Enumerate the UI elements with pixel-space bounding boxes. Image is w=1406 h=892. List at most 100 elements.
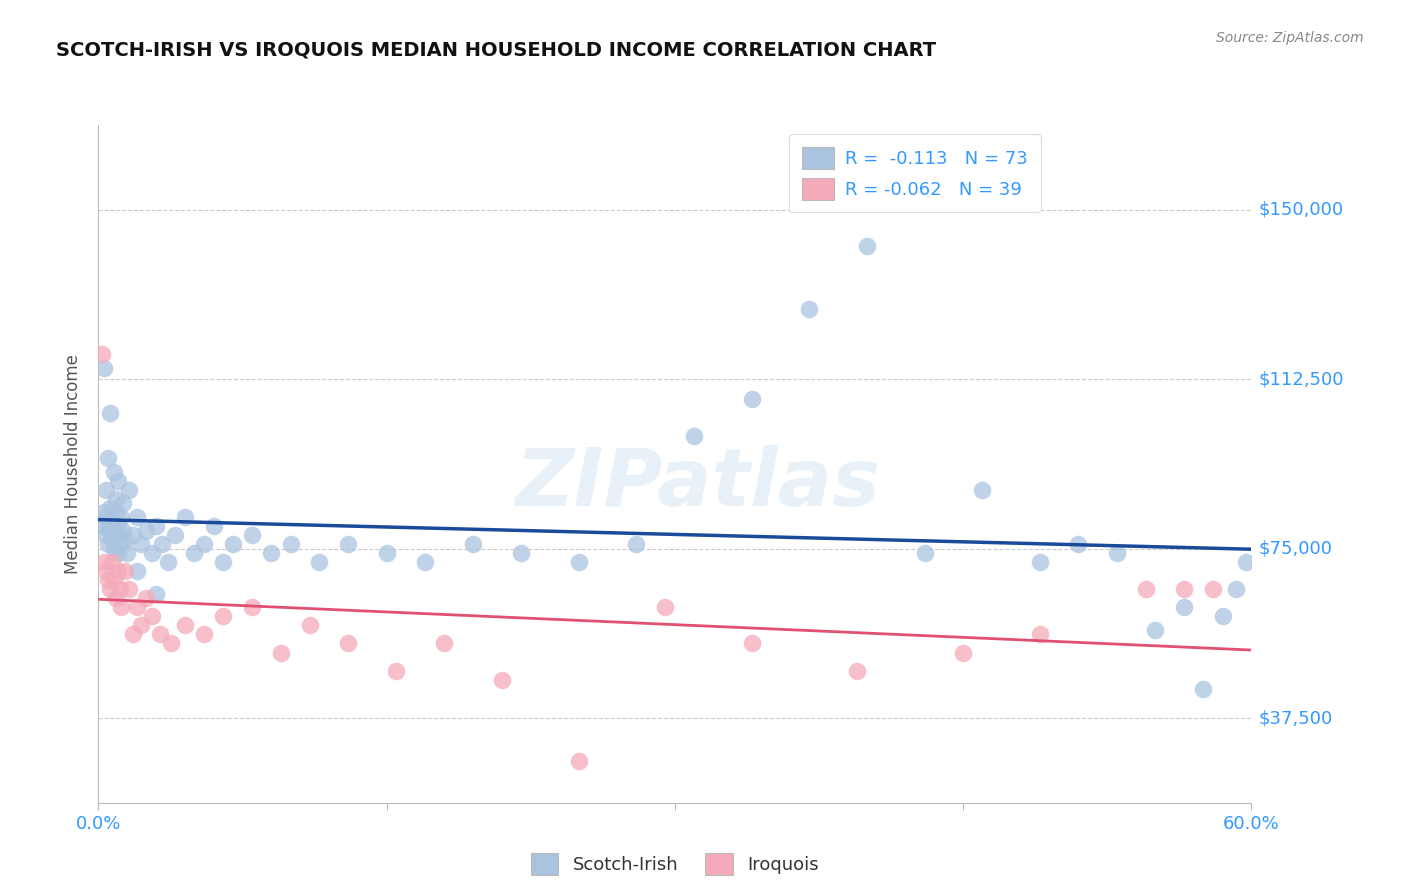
Point — [337, 636, 360, 650]
Point — [145, 519, 167, 533]
Point — [461, 537, 484, 551]
Point — [135, 524, 157, 538]
Point — [846, 664, 869, 678]
Point — [212, 555, 235, 569]
Point — [118, 582, 141, 597]
Point — [97, 519, 120, 533]
Point — [914, 546, 936, 560]
Point — [413, 555, 436, 569]
Point — [308, 555, 330, 569]
Point — [107, 546, 129, 560]
Point — [93, 555, 115, 569]
Point — [108, 537, 131, 551]
Point — [1192, 681, 1215, 696]
Point — [129, 537, 152, 551]
Point — [222, 537, 245, 551]
Point — [240, 528, 263, 542]
Text: ZIPatlas: ZIPatlas — [516, 445, 880, 524]
Point — [654, 600, 676, 615]
Point — [97, 537, 120, 551]
Point — [110, 510, 132, 524]
Point — [110, 600, 132, 615]
Point — [104, 591, 127, 606]
Point — [972, 483, 994, 497]
Point — [94, 483, 117, 497]
Y-axis label: Median Household Income: Median Household Income — [65, 354, 83, 574]
Point — [125, 510, 148, 524]
Point — [101, 555, 124, 569]
Point — [97, 573, 120, 587]
Point — [141, 609, 163, 624]
Point — [491, 673, 513, 687]
Point — [174, 510, 197, 524]
Point — [280, 537, 302, 551]
Point — [118, 483, 141, 497]
Point — [98, 500, 121, 515]
Point — [117, 546, 138, 560]
Point — [93, 519, 115, 533]
Point — [741, 636, 763, 650]
Text: $150,000: $150,000 — [1258, 201, 1344, 219]
Point — [93, 360, 115, 375]
Point — [385, 664, 408, 678]
Point — [107, 519, 129, 533]
Point — [260, 546, 283, 560]
Point — [1173, 582, 1195, 597]
Point — [1225, 582, 1247, 597]
Point — [112, 524, 135, 538]
Point — [510, 546, 533, 560]
Point — [1029, 627, 1052, 641]
Point — [160, 636, 183, 650]
Point — [165, 528, 187, 542]
Point — [125, 600, 148, 615]
Point — [568, 555, 591, 569]
Point — [103, 541, 125, 556]
Point — [212, 609, 235, 624]
Point — [94, 510, 117, 524]
Text: $37,500: $37,500 — [1258, 709, 1333, 727]
Point — [149, 627, 172, 641]
Point — [298, 618, 321, 632]
Point — [856, 239, 879, 253]
Point — [104, 528, 127, 542]
Text: SCOTCH-IRISH VS IROQUOIS MEDIAN HOUSEHOLD INCOME CORRELATION CHART: SCOTCH-IRISH VS IROQUOIS MEDIAN HOUSEHOL… — [56, 40, 936, 59]
Point — [114, 533, 136, 547]
Legend: Scotch-Irish, Iroquois: Scotch-Irish, Iroquois — [524, 846, 825, 882]
Point — [122, 627, 145, 641]
Point — [141, 546, 163, 560]
Point — [183, 546, 205, 560]
Point — [104, 505, 127, 519]
Point — [91, 347, 114, 361]
Point — [626, 537, 648, 551]
Point — [799, 301, 821, 316]
Point — [98, 582, 121, 597]
Point — [240, 600, 263, 615]
Point — [101, 533, 124, 547]
Point — [741, 392, 763, 407]
Point — [1202, 582, 1225, 597]
Point — [1234, 555, 1257, 569]
Point — [94, 528, 117, 542]
Point — [145, 587, 167, 601]
Text: $75,000: $75,000 — [1258, 540, 1333, 558]
Text: Source: ZipAtlas.com: Source: ZipAtlas.com — [1216, 31, 1364, 45]
Point — [1105, 546, 1128, 560]
Point — [1211, 609, 1234, 624]
Point — [103, 465, 125, 479]
Point — [202, 519, 225, 533]
Point — [112, 496, 135, 510]
Point — [683, 428, 706, 442]
Point — [337, 537, 360, 551]
Text: $112,500: $112,500 — [1258, 370, 1344, 388]
Point — [174, 618, 197, 632]
Point — [129, 618, 152, 632]
Point — [1067, 537, 1090, 551]
Point — [150, 537, 173, 551]
Point — [103, 524, 125, 538]
Point — [1173, 600, 1195, 615]
Point — [156, 555, 179, 569]
Point — [122, 528, 145, 542]
Point — [375, 546, 398, 560]
Point — [107, 474, 129, 488]
Point — [93, 505, 115, 519]
